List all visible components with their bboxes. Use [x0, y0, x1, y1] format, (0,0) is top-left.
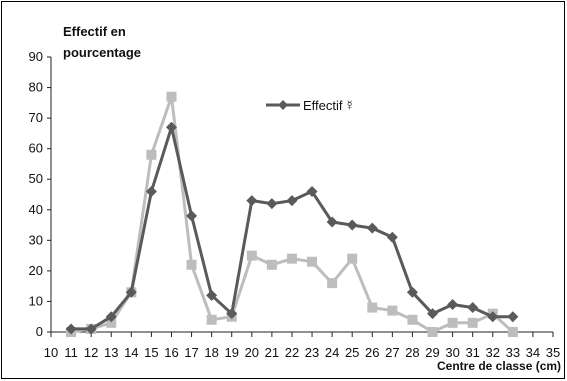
x-tick-label: 21	[265, 345, 279, 360]
series-1-point	[447, 299, 458, 310]
x-tick-label: 33	[506, 345, 520, 360]
x-tick-label: 27	[385, 345, 399, 360]
x-tick-label: 17	[184, 345, 198, 360]
x-tick-label: 26	[365, 345, 379, 360]
x-tick-label: 12	[84, 345, 98, 360]
series-2-point	[247, 251, 257, 261]
y-tick-label: 30	[29, 232, 43, 247]
y-tick-label: 40	[29, 202, 43, 217]
series-layer	[66, 92, 519, 337]
x-axis-ticks: 10 11 12 13 14 15 16 17 18 19 20 21 22 23 24 25 26 27 28 29…	[44, 332, 560, 360]
y-tick-label: 10	[29, 293, 43, 308]
x-tick-label: 22	[285, 345, 299, 360]
x-tick-label: 10	[44, 345, 58, 360]
y-tick-label: 50	[29, 171, 43, 186]
legend-marker-effectif	[266, 99, 300, 111]
series-1-point	[507, 311, 518, 322]
y-tick-label: 70	[29, 110, 43, 125]
series-2-point	[327, 278, 337, 288]
series-1-line	[71, 127, 513, 329]
x-tick-label: 16	[164, 345, 178, 360]
x-tick-label: 19	[224, 345, 238, 360]
x-tick-label: 34	[526, 345, 540, 360]
x-tick-label: 11	[64, 345, 78, 360]
series-1-point	[246, 195, 257, 206]
series-1-point	[387, 232, 398, 243]
x-tick-label: 28	[405, 345, 419, 360]
series-2-point	[267, 260, 277, 270]
y-tick-label: 0	[36, 324, 43, 339]
series-2-point	[287, 254, 297, 264]
series-2-point	[448, 318, 458, 328]
series-2-point	[428, 327, 438, 337]
series-2-point	[146, 150, 156, 160]
series-1-point	[347, 220, 358, 231]
x-tick-label: 20	[245, 345, 259, 360]
y-tick-label: 90	[29, 49, 43, 64]
legend-label-effectif: Effectif	[303, 98, 343, 113]
series-2-point	[166, 92, 176, 102]
series-2	[66, 92, 518, 337]
series-1-point	[286, 195, 297, 206]
legend-symbol: ☿	[345, 97, 356, 113]
series-2-point	[468, 318, 478, 328]
y-tick-label: 60	[29, 141, 43, 156]
x-tick-label: 30	[445, 345, 459, 360]
x-axis-title: Centre de classe (cm)	[437, 359, 561, 373]
series-2-point	[508, 327, 518, 337]
x-tick-label: 23	[305, 345, 319, 360]
series-1-point	[367, 223, 378, 234]
series-2-point	[347, 254, 357, 264]
series-2-point	[367, 303, 377, 313]
legend: Effectif ☿	[266, 97, 355, 113]
x-tick-label: 32	[486, 345, 500, 360]
series-1	[66, 122, 519, 335]
series-1-point	[266, 198, 277, 209]
series-2-line	[71, 97, 513, 332]
x-tick-label: 29	[425, 345, 439, 360]
x-tick-label: 31	[465, 345, 479, 360]
series-1-point	[467, 302, 478, 313]
series-2-point	[307, 257, 317, 267]
series-2-point	[207, 315, 217, 325]
x-tick-label: 35	[546, 345, 560, 360]
x-tick-label: 15	[144, 345, 158, 360]
series-2-point	[407, 315, 417, 325]
x-tick-label: 25	[345, 345, 359, 360]
x-tick-label: 24	[325, 345, 339, 360]
x-tick-label: 18	[204, 345, 218, 360]
y-tick-label: 20	[29, 263, 43, 278]
x-tick-label: 13	[104, 345, 118, 360]
series-2-point	[387, 306, 397, 316]
x-tick-label: 14	[124, 345, 138, 360]
y-axis-ticks: 0 10 20 30 40 50 60 70 80 90	[29, 49, 51, 339]
series-2-point	[187, 260, 197, 270]
y-tick-label: 80	[29, 80, 43, 95]
